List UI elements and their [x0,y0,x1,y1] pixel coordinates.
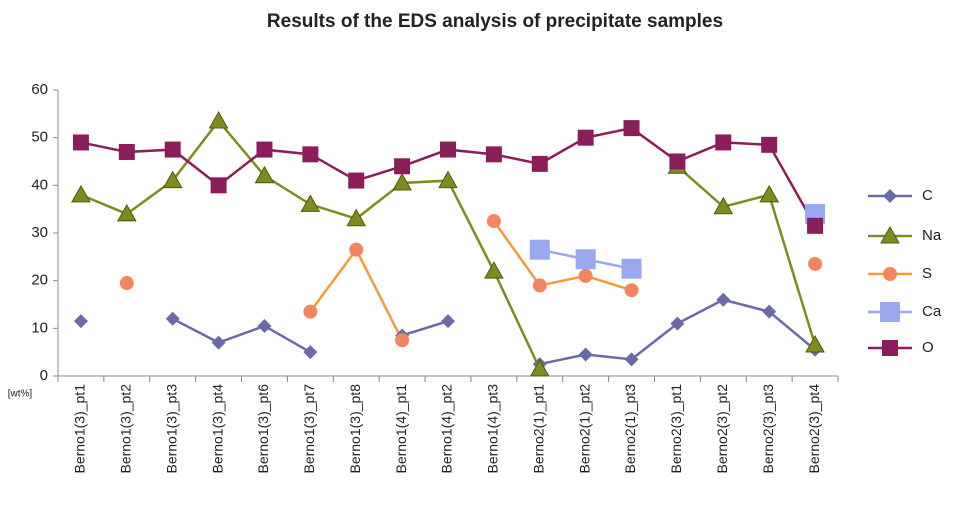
y-tick-label: 10 [31,319,48,336]
y-tick-label: 20 [31,272,48,289]
data-point [441,314,455,329]
legend-label: O [922,339,934,356]
data-point [165,311,180,326]
data-point [349,242,364,257]
legend-marker [882,340,898,356]
data-point [531,155,548,172]
data-point [254,165,275,184]
data-point [303,304,318,319]
data-point [715,134,732,151]
data-point [669,153,686,170]
x-tick-label: Berno1(4)_pt2 [439,384,455,474]
y-tick-label: 30 [31,224,48,241]
legend-marker [883,267,897,281]
data-point [529,239,550,260]
data-point [116,203,137,222]
series-line [80,118,817,370]
x-tick-label: Berno2(3)_pt2 [714,384,730,474]
data-point [257,318,272,333]
data-point [577,129,594,146]
data-point [623,120,640,137]
y-axis-label: [wt%] [8,389,33,400]
chart-title: Results of the EDS analysis of precipita… [267,11,723,32]
x-tick-label: Berno1(3)_pt7 [301,384,317,474]
x-tick-label: Berno1(3)_pt3 [163,384,179,474]
y-tick-label: 50 [31,129,48,146]
data-point [532,278,547,293]
series-line [172,298,816,366]
data-point [256,141,273,158]
x-tick-label: Berno1(3)_pt8 [347,384,363,474]
x-tick-label: Berno2(1)_pt1 [530,384,546,474]
data-point [716,292,731,307]
legend-marker [883,189,897,203]
data-point [529,358,550,377]
legend-marker [880,302,900,322]
x-tick-label: Berno2(3)_pt1 [668,384,684,474]
data-point [303,345,318,360]
x-tick-label: Berno1(4)_pt3 [485,384,501,474]
data-point [575,249,596,270]
data-point [713,196,734,215]
x-tick-label: Berno1(3)_pt6 [255,384,271,474]
legend-label: C [922,187,933,204]
data-point [761,136,778,153]
data-point [578,268,593,283]
data-point [164,141,181,158]
x-tick-label: Berno2(3)_pt4 [806,384,822,474]
data-point [302,146,319,163]
data-point [208,110,229,129]
x-tick-label: Berno2(1)_pt2 [576,384,592,474]
series-line [310,221,815,340]
x-tick-label: Berno2(1)_pt3 [622,384,638,474]
legend-label: Ca [922,303,942,320]
data-point [392,172,412,191]
data-point [486,214,501,229]
legend-marker [880,225,900,244]
data-point [670,316,685,331]
data-point [624,283,639,298]
data-point [162,170,183,189]
data-point [621,258,642,279]
data-point [805,334,825,353]
x-tick-label: Berno1(3)_pt1 [72,384,88,474]
data-point [119,276,134,291]
data-point [762,304,777,319]
data-point [300,194,321,212]
data-point [484,261,504,279]
data-point [438,170,458,189]
y-tick-label: 40 [31,176,48,193]
data-point [624,352,639,367]
data-point [72,134,89,151]
x-tick-label: Berno1(3)_pt2 [118,384,134,474]
legend-label: Na [922,227,942,244]
data-point [807,217,824,234]
data-point [394,158,411,175]
data-point [440,141,456,158]
data-point [348,172,365,189]
legend-label: S [922,265,932,282]
y-tick-label: 0 [40,367,48,384]
data-point [759,184,780,203]
data-point [118,143,135,160]
data-point [485,146,502,163]
data-point [211,335,226,350]
data-point [71,184,91,203]
data-point [578,347,593,362]
y-tick-label: 60 [31,81,48,98]
data-point [395,333,410,348]
x-tick-label: Berno1(4)_pt1 [393,384,409,474]
data-point [346,208,367,227]
data-point [73,314,88,329]
x-tick-label: Berno1(3)_pt4 [209,384,225,474]
x-tick-label: Berno2(3)_pt3 [760,384,776,474]
data-point [808,256,823,271]
data-point [210,177,227,194]
